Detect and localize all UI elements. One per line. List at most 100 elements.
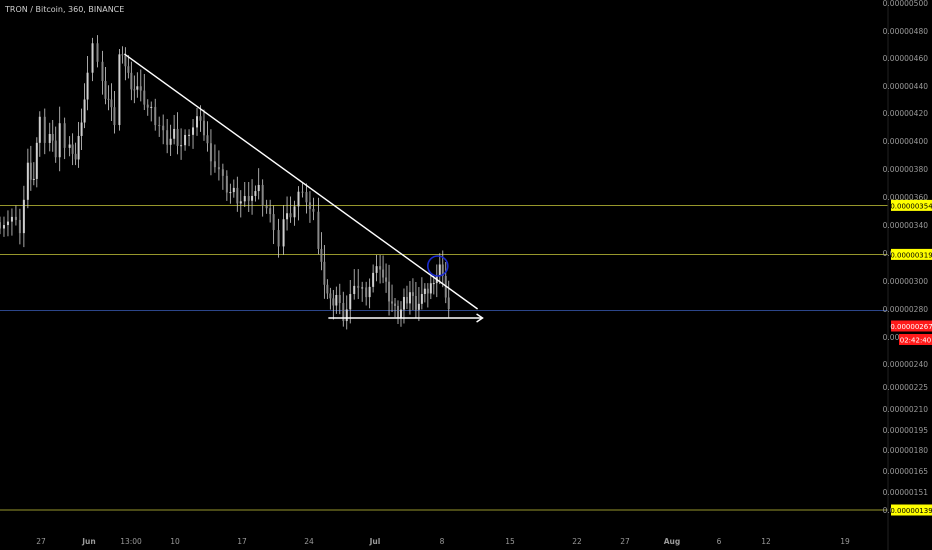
level-badge-label: 0.00000139 <box>890 507 932 515</box>
candle-body <box>385 277 388 282</box>
x-tick-label: 12 <box>761 537 771 546</box>
x-tick-label: 10 <box>170 537 180 546</box>
chart-drawings[interactable] <box>123 53 484 323</box>
candle-body <box>243 196 246 202</box>
x-tick-label: Aug <box>664 537 681 546</box>
candle-body <box>326 284 329 294</box>
candle-body <box>14 216 17 220</box>
candle-body <box>308 202 311 209</box>
y-tick-label: 0.00000151 <box>883 488 929 497</box>
candle-body <box>323 261 326 285</box>
candle-body <box>417 303 420 310</box>
candle-body <box>80 122 83 136</box>
highlight-circle <box>426 255 449 277</box>
x-tick-label: 8 <box>440 537 445 546</box>
candle-body <box>379 266 382 270</box>
candle-body <box>133 89 136 91</box>
candle-body <box>63 123 66 148</box>
countdown-badge <box>899 334 932 345</box>
candle-body <box>113 107 116 126</box>
y-axis: 0.00000500 0.00000480 0.00000460 0.00000440… <box>883 0 929 550</box>
level-badge-label: 0.00000319 <box>890 251 932 259</box>
x-tick-label: 19 <box>840 537 850 546</box>
candle-body <box>286 213 289 220</box>
candle-body <box>188 134 191 136</box>
x-tick-label: 22 <box>572 537 582 546</box>
x-tick-label: 13:00 <box>120 537 142 546</box>
candle-body <box>236 187 239 204</box>
candle-body <box>29 162 32 180</box>
candlestick-series <box>0 35 450 330</box>
level-lines <box>0 204 888 511</box>
y-tick-label: 0.00000360 <box>883 193 929 202</box>
level-badge <box>891 199 932 211</box>
candle-body <box>282 219 285 247</box>
candle-body <box>441 264 444 276</box>
candle-body <box>124 55 127 67</box>
candle-body <box>51 134 54 141</box>
candle-body <box>6 221 9 226</box>
candle-body <box>22 199 25 234</box>
candle-body <box>269 208 272 215</box>
candle-body <box>68 144 71 148</box>
candle-body <box>297 191 300 207</box>
candle-body <box>399 309 402 319</box>
candle-body <box>426 288 429 294</box>
candle-body <box>411 292 414 296</box>
x-tick-label: 17 <box>237 537 247 546</box>
y-tick-label: 0.00000380 <box>883 165 929 174</box>
y-tick-label: 0.00000180 <box>883 446 929 455</box>
x-tick-label: 24 <box>304 537 314 546</box>
y-tick-label: 0.00000440 <box>883 82 929 91</box>
candle-body <box>146 104 149 108</box>
candle-body <box>43 116 46 143</box>
candle-body <box>232 187 235 193</box>
y-tick-label: 0.00000420 <box>883 109 929 118</box>
candle-body <box>213 161 216 168</box>
x-tick-label: Jun <box>81 537 95 546</box>
candle-body <box>107 98 110 100</box>
candle-body <box>277 230 280 247</box>
candle-body <box>121 54 124 56</box>
candle-body <box>289 213 292 218</box>
candle-body <box>375 266 378 273</box>
y-tick-label: 0.00000480 <box>883 27 929 36</box>
candle-body <box>423 288 426 295</box>
candle-body <box>388 281 391 302</box>
candle-body <box>196 116 199 128</box>
level-badge <box>891 248 932 260</box>
candle-body <box>257 184 260 192</box>
candle-body <box>312 208 315 212</box>
price-badges: 0.00000354 0.00000319 0.00000139 0.00000267… <box>890 199 932 516</box>
y-tick-label: 0.00000195 <box>883 426 929 435</box>
candle-body <box>199 116 202 121</box>
candle-body <box>58 123 61 158</box>
candle-body <box>408 292 411 304</box>
candle-body <box>254 191 257 196</box>
candle-body <box>391 301 394 304</box>
candle-body <box>166 130 169 145</box>
candle-body <box>251 195 254 201</box>
candle-body <box>317 211 320 249</box>
candle-body <box>301 191 304 193</box>
candle-body <box>173 128 176 139</box>
candle-body <box>229 192 232 194</box>
candle-body <box>110 99 113 108</box>
trendline <box>123 53 479 310</box>
current-price-badge <box>891 320 932 332</box>
level-badge <box>891 504 932 516</box>
candle-body <box>239 201 242 204</box>
candle-body <box>402 296 405 310</box>
candle-body <box>35 142 38 179</box>
candle-body <box>221 169 224 176</box>
candle-body <box>54 140 57 158</box>
candle-body <box>349 294 352 310</box>
candle-body <box>335 295 338 306</box>
y-tick-label: 0.00000240 <box>883 360 929 369</box>
candle-body <box>118 54 121 126</box>
candle-body <box>150 106 153 108</box>
x-tick-label: 6 <box>717 537 722 546</box>
candle-body <box>365 287 368 298</box>
candle-body <box>176 128 179 146</box>
